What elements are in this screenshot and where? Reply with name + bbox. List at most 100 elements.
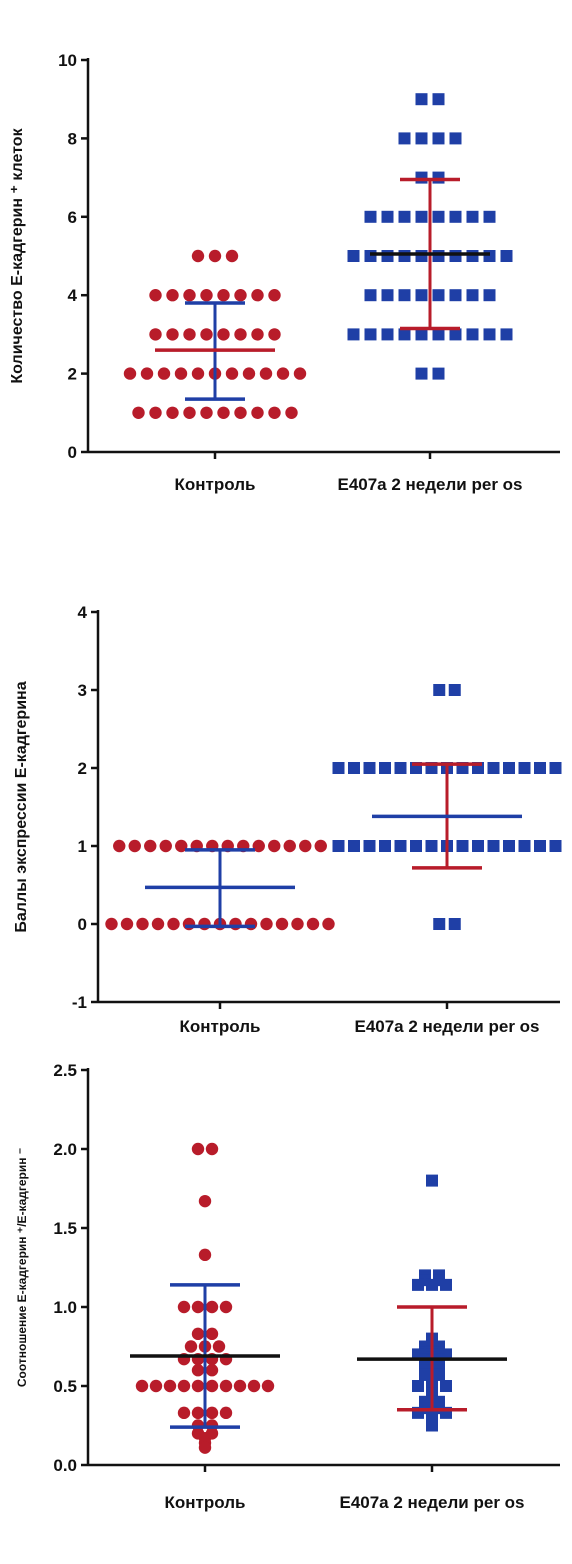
data-point	[136, 917, 149, 931]
data-point	[191, 1364, 205, 1377]
data-point	[426, 1174, 438, 1187]
data-point	[398, 210, 411, 223]
data-point	[449, 289, 462, 302]
data-point	[410, 840, 422, 852]
data-point	[412, 1278, 424, 1291]
data-point	[449, 250, 462, 262]
y-tick-label: 1	[78, 837, 87, 856]
data-point	[433, 918, 446, 930]
data-point	[448, 918, 461, 930]
data-point	[440, 1380, 452, 1392]
data-point	[293, 367, 307, 380]
data-point	[217, 289, 230, 302]
data-point	[205, 1142, 219, 1156]
data-point	[500, 328, 513, 341]
data-point	[432, 328, 445, 341]
data-point	[198, 1441, 212, 1454]
data-point	[314, 839, 327, 853]
data-point	[332, 762, 345, 774]
data-point	[415, 289, 428, 302]
data-point	[177, 1406, 191, 1420]
data-point	[149, 328, 162, 341]
data-point	[534, 840, 546, 852]
data-point	[260, 917, 273, 931]
y-tick-label: 0.0	[53, 1456, 77, 1475]
data-point	[234, 328, 247, 341]
data-point	[183, 406, 196, 419]
y-tick-label: 1.0	[53, 1298, 77, 1317]
data-point	[432, 367, 445, 380]
data-point	[306, 917, 320, 931]
data-point	[174, 367, 188, 380]
data-point	[157, 367, 171, 380]
category-label: Е407а 2 недели per os	[337, 475, 522, 494]
data-point	[466, 250, 479, 262]
data-point	[398, 328, 411, 341]
data-point	[448, 684, 461, 696]
chart-svg-2: -1 0 1 2 3 4 Контроль Е407а 2 недели per os Балл…	[13, 603, 562, 1036]
data-point	[433, 684, 446, 696]
data-point	[212, 1340, 226, 1353]
data-point	[381, 289, 394, 302]
data-point	[432, 132, 445, 145]
data-point	[268, 406, 281, 419]
data-point	[198, 917, 211, 931]
data-point	[412, 1380, 424, 1392]
data-point	[191, 1142, 205, 1156]
y-tick-label: 2	[78, 759, 87, 778]
data-point	[440, 1278, 452, 1291]
data-point	[449, 132, 462, 145]
data-point	[217, 406, 230, 419]
category-label: Контроль	[165, 1493, 246, 1512]
category-label: Е407а 2 недели per os	[354, 1017, 539, 1036]
data-point	[198, 1248, 212, 1262]
data-point	[466, 210, 479, 223]
y-tick-label: 0	[78, 915, 87, 934]
data-point	[500, 250, 513, 262]
data-point	[487, 762, 500, 774]
data-point	[348, 762, 360, 774]
data-point	[483, 210, 496, 223]
data-point	[364, 250, 377, 262]
data-point	[225, 249, 239, 263]
data-point	[268, 289, 281, 302]
data-point	[534, 762, 546, 774]
data-point	[225, 367, 239, 380]
data-point	[149, 406, 162, 419]
data-point	[166, 289, 179, 302]
data-point	[205, 1300, 219, 1314]
data-point	[184, 1340, 198, 1353]
data-point	[149, 1379, 163, 1393]
data-point	[128, 839, 141, 853]
data-point	[449, 328, 462, 341]
y-tick-label: 0.5	[53, 1377, 77, 1396]
data-point	[487, 840, 500, 852]
data-point	[432, 171, 445, 184]
data-point	[398, 250, 411, 262]
data-point	[472, 840, 484, 852]
data-point	[432, 210, 445, 223]
data-point	[275, 917, 289, 931]
chart-svg-3: 0.0 0.5 1.0 1.5 2.0 2.5 Контроль Е407а 2 недели…	[15, 1061, 560, 1512]
y-axis-label: Количество Е-кадгерин ⁺ клеток	[9, 127, 26, 383]
data-point	[182, 917, 196, 931]
data-point	[205, 1364, 219, 1377]
data-point	[283, 839, 296, 853]
data-point	[191, 1327, 205, 1341]
data-point	[394, 840, 407, 852]
data-point	[251, 289, 264, 302]
data-point	[167, 917, 180, 931]
y-tick-label: 3	[78, 681, 87, 700]
y-tick-label: 0	[68, 443, 77, 462]
data-point	[159, 839, 172, 853]
data-point	[503, 840, 515, 852]
data-point	[268, 328, 281, 341]
data-point	[381, 210, 394, 223]
data-point	[398, 289, 411, 302]
data-point	[285, 406, 298, 419]
data-point	[415, 250, 428, 262]
data-point	[549, 840, 562, 852]
data-point	[549, 762, 562, 774]
data-point	[259, 367, 273, 380]
data-point	[177, 1379, 191, 1393]
